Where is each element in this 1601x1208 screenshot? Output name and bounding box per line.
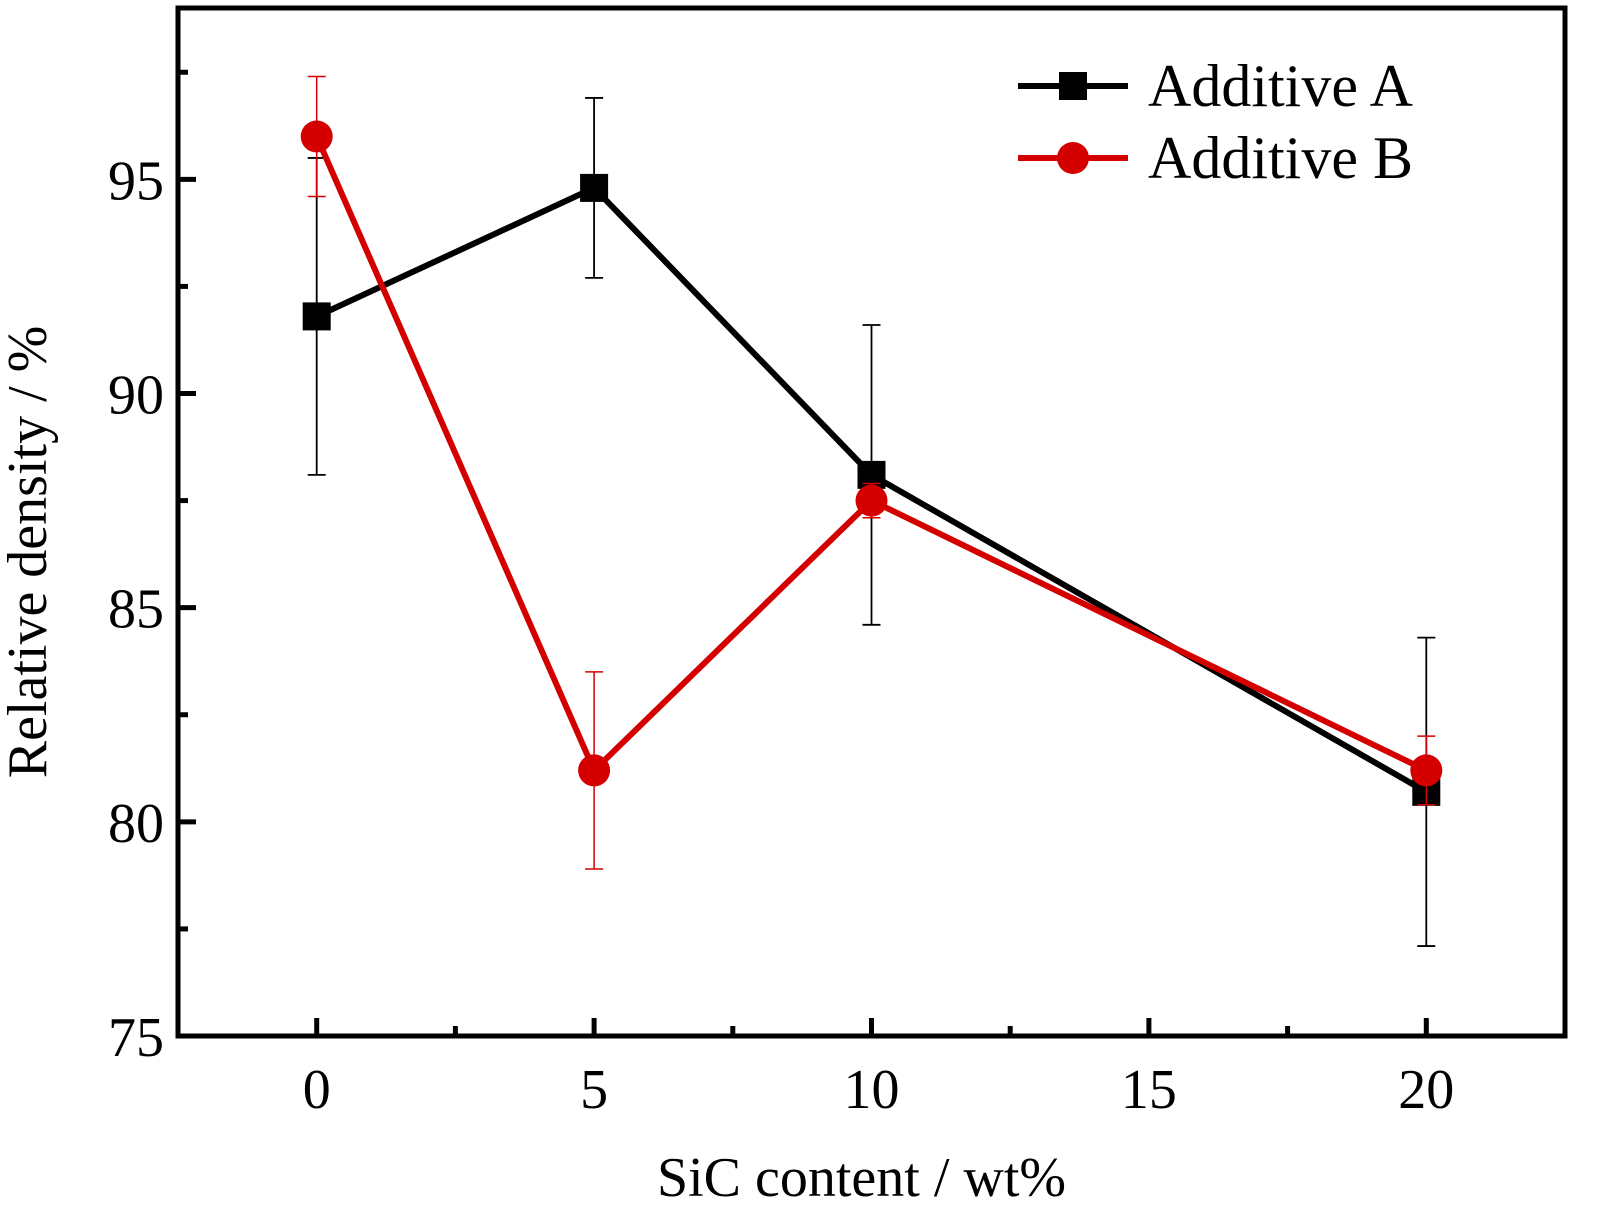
legend-entry-1: Additive A: [1018, 53, 1413, 119]
legend-label: Additive A: [1148, 53, 1413, 119]
x-tick-label: 20: [1398, 1059, 1454, 1121]
data-point-circle: [300, 120, 333, 153]
series-line: [313, 135, 1428, 774]
series-2: [300, 75, 1443, 870]
data-point-circle: [855, 484, 888, 517]
legend-marker-square: [1059, 72, 1087, 100]
x-tick-label: 10: [844, 1059, 900, 1121]
legend-label: Additive B: [1148, 125, 1413, 191]
data-point-square: [302, 302, 331, 331]
y-tick-label: 85: [108, 579, 164, 641]
x-tick-label: 15: [1121, 1059, 1177, 1121]
y-axis-title: Relative density / %: [0, 326, 59, 779]
legend-marker-circle: [1057, 142, 1089, 174]
y-tick-label: 95: [108, 150, 164, 212]
data-point-circle: [1410, 754, 1443, 787]
y-tick-label: 75: [108, 1007, 164, 1069]
y-tick-label: 90: [108, 365, 164, 427]
axes: 75 80 85 90 95 0 5 10 15 20: [108, 5, 1568, 1121]
data-point-circle: [578, 754, 611, 787]
series-1: [302, 97, 1441, 947]
y-tick-label: 80: [108, 793, 164, 855]
x-axis-title: SiC content / wt%: [657, 1147, 1066, 1208]
legend-entry-2: Additive B: [1018, 125, 1413, 191]
plot-area: [300, 75, 1443, 947]
data-point-square: [580, 173, 609, 202]
x-tick-label: 5: [580, 1059, 608, 1121]
x-tick-label: 0: [303, 1059, 331, 1121]
